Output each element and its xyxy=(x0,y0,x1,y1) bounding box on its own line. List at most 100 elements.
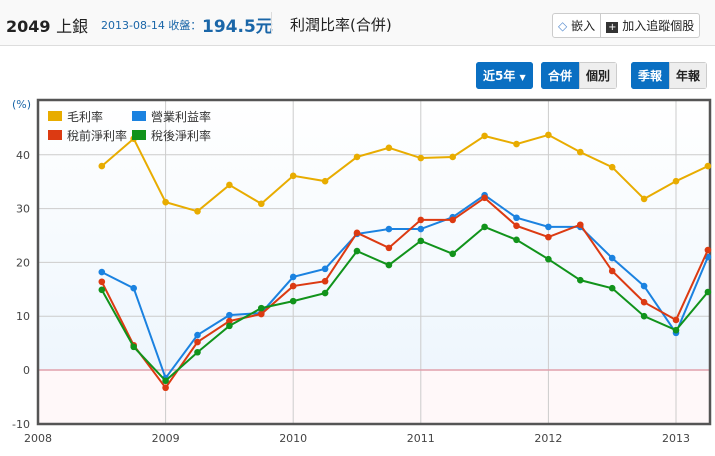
data-point xyxy=(98,268,106,276)
data-point xyxy=(353,247,361,255)
plot-border xyxy=(36,98,712,426)
data-point xyxy=(162,198,169,206)
stock-name: 上銀 xyxy=(56,17,89,36)
series-line-3 xyxy=(100,225,709,383)
plot-background xyxy=(38,100,710,370)
freq-group: 季報 年報 xyxy=(631,62,708,89)
scope-group: 合併 個別 xyxy=(541,62,618,89)
y-tick-label: 0 xyxy=(23,364,30,377)
data-point xyxy=(417,216,425,224)
y-tick-label: 40 xyxy=(16,149,30,162)
data-point xyxy=(162,377,169,385)
period-dropdown[interactable]: 近5年 ▼ xyxy=(476,62,533,89)
period-label: 近5年 xyxy=(483,69,516,83)
data-point xyxy=(98,162,106,170)
data-point xyxy=(608,284,616,292)
legend-swatch xyxy=(132,111,146,121)
data-point xyxy=(385,244,393,252)
header-buttons: ◇ 嵌入 + 加入追蹤個股 xyxy=(552,13,701,38)
data-point xyxy=(672,316,680,324)
tab-annual[interactable]: 年報 xyxy=(669,62,708,89)
data-point xyxy=(226,311,233,319)
data-point xyxy=(672,326,680,334)
data-point xyxy=(513,222,520,230)
y-tick-label: 20 xyxy=(16,256,30,269)
tab-consolidated[interactable]: 合併 xyxy=(541,62,580,89)
close-price: 194.5元 xyxy=(202,17,273,37)
data-point xyxy=(545,131,552,139)
legend-label: 稅後淨利率 xyxy=(151,128,211,143)
negative-region xyxy=(38,370,710,424)
tab-individual[interactable]: 個別 xyxy=(579,62,618,89)
data-point xyxy=(385,225,393,233)
data-point xyxy=(640,195,648,203)
x-tick-label: 2011 xyxy=(407,432,435,445)
tab-quarterly[interactable]: 季報 xyxy=(631,62,670,89)
data-point xyxy=(226,317,233,325)
data-point xyxy=(162,384,169,392)
data-point xyxy=(577,148,584,156)
x-tick-label: 2008 xyxy=(24,432,52,445)
data-point xyxy=(289,273,297,281)
legend-swatch xyxy=(48,130,62,140)
data-point xyxy=(289,172,297,180)
data-point xyxy=(321,277,329,285)
embed-button[interactable]: ◇ 嵌入 xyxy=(553,14,600,37)
data-point xyxy=(545,233,552,241)
data-point xyxy=(353,229,361,237)
x-tick-label: 2012 xyxy=(534,432,562,445)
data-point xyxy=(385,261,393,269)
plus-icon: + xyxy=(606,22,619,33)
data-point xyxy=(258,310,265,318)
data-point xyxy=(513,214,520,222)
data-point xyxy=(98,278,106,286)
data-point xyxy=(513,140,520,148)
period-group: 近5年 ▼ xyxy=(476,62,533,89)
data-point xyxy=(130,284,137,292)
series-line-2 xyxy=(100,196,709,390)
stock-code-text: 2049 xyxy=(6,17,51,36)
legend-label: 營業利益率 xyxy=(151,109,211,124)
data-point xyxy=(353,153,361,161)
data-point xyxy=(577,221,584,229)
data-point xyxy=(417,237,425,245)
track-label: 加入追蹤個股 xyxy=(622,19,695,33)
data-point xyxy=(608,163,616,171)
data-point xyxy=(704,162,712,170)
data-point xyxy=(98,286,106,294)
data-point xyxy=(226,181,233,189)
data-point xyxy=(289,282,297,290)
series-line-1 xyxy=(101,193,709,381)
data-point xyxy=(704,288,712,296)
legend-label: 稅前淨利率 xyxy=(67,128,127,143)
embed-label: 嵌入 xyxy=(571,19,596,33)
data-point xyxy=(704,246,712,254)
data-point xyxy=(449,250,457,258)
close-date: 2013-08-14 收盤： xyxy=(101,19,202,32)
data-point xyxy=(545,255,552,263)
data-point xyxy=(321,265,329,273)
caret-down-icon: ▼ xyxy=(519,73,526,82)
divider xyxy=(271,12,272,34)
data-point xyxy=(481,132,488,140)
x-tick-label: 2009 xyxy=(152,432,180,445)
data-point xyxy=(258,200,265,208)
data-point xyxy=(258,304,265,312)
data-point xyxy=(608,267,616,275)
track-button[interactable]: + 加入追蹤個股 xyxy=(600,14,699,37)
legend-swatch xyxy=(132,130,146,140)
y-tick-label: 10 xyxy=(16,310,30,323)
data-point xyxy=(194,207,201,215)
data-point xyxy=(194,338,201,346)
x-tick-label: 2013 xyxy=(662,432,690,445)
header: 2049 上銀 2013-08-14 收盤： 194.5元 利潤比率(合併) ◇… xyxy=(0,0,715,46)
data-point xyxy=(449,216,457,224)
data-point xyxy=(640,312,648,320)
data-point xyxy=(194,331,201,339)
x-tick-label: 2010 xyxy=(279,432,307,445)
y-tick-label: -10 xyxy=(12,418,30,431)
data-point xyxy=(321,289,329,297)
stock-code: 2049 上銀 xyxy=(6,13,88,37)
data-point xyxy=(513,236,520,244)
